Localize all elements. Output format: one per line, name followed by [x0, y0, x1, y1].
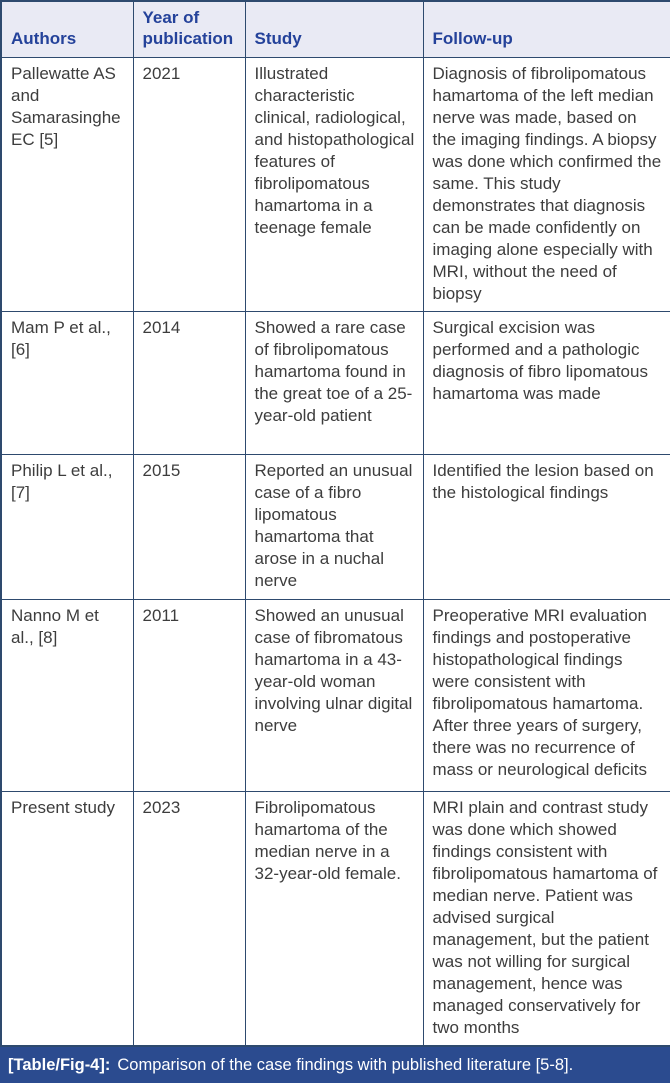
- cell-authors: Philip L et al., [7]: [0, 454, 134, 600]
- cell-authors: Pallewatte AS and Samarasinghe EC [5]: [0, 57, 134, 312]
- table-row: Nanno M et al., [8] 2011 Showed an unusu…: [0, 599, 670, 792]
- cell-study: Illustrated characteristic clinical, rad…: [244, 57, 424, 312]
- cell-authors: Present study: [0, 791, 134, 1047]
- comparison-table: Authors Year of publication Study Follow…: [0, 0, 670, 1047]
- column-header-year: Year of publication: [132, 0, 246, 58]
- cell-study: Reported an unusual case of a fibro lipo…: [244, 454, 424, 600]
- cell-study: Showed a rare case of fibrolipomatous ha…: [244, 311, 424, 455]
- table-row: Pallewatte AS and Samarasinghe EC [5] 20…: [0, 57, 670, 312]
- cell-authors: Mam P et al., [6]: [0, 311, 134, 455]
- column-header-study: Study: [244, 0, 424, 58]
- cell-year: 2014: [132, 311, 246, 455]
- cell-year: 2021: [132, 57, 246, 312]
- cell-study: Fibrolipomatous hamartoma of the median …: [244, 791, 424, 1047]
- table-row: Present study 2023 Fibrolipomatous hamar…: [0, 791, 670, 1047]
- table-caption: [Table/Fig-4]: Comparison of the case fi…: [0, 1047, 670, 1083]
- cell-followup: MRI plain and contrast study was done wh…: [422, 791, 670, 1047]
- cell-year: 2023: [132, 791, 246, 1047]
- cell-followup: Surgical excision was performed and a pa…: [422, 311, 670, 455]
- cell-followup: Identified the lesion based on the histo…: [422, 454, 670, 600]
- caption-label: [Table/Fig-4]:: [8, 1055, 111, 1074]
- cell-followup: Diagnosis of fibrolipomatous hamartoma o…: [422, 57, 670, 312]
- cell-year: 2011: [132, 599, 246, 792]
- cell-year: 2015: [132, 454, 246, 600]
- column-header-followup: Follow-up: [422, 0, 670, 58]
- header-row: Authors Year of publication Study Follow…: [0, 0, 670, 58]
- column-header-authors: Authors: [0, 0, 134, 58]
- cell-study: Showed an unusual case of fibromatous ha…: [244, 599, 424, 792]
- cell-authors: Nanno M et al., [8]: [0, 599, 134, 792]
- caption-text: Comparison of the case findings with pub…: [117, 1055, 574, 1074]
- table-row: Mam P et al., [6] 2014 Showed a rare cas…: [0, 311, 670, 455]
- cell-followup: Preoperative MRI evaluation findings and…: [422, 599, 670, 792]
- table-row: Philip L et al., [7] 2015 Reported an un…: [0, 454, 670, 600]
